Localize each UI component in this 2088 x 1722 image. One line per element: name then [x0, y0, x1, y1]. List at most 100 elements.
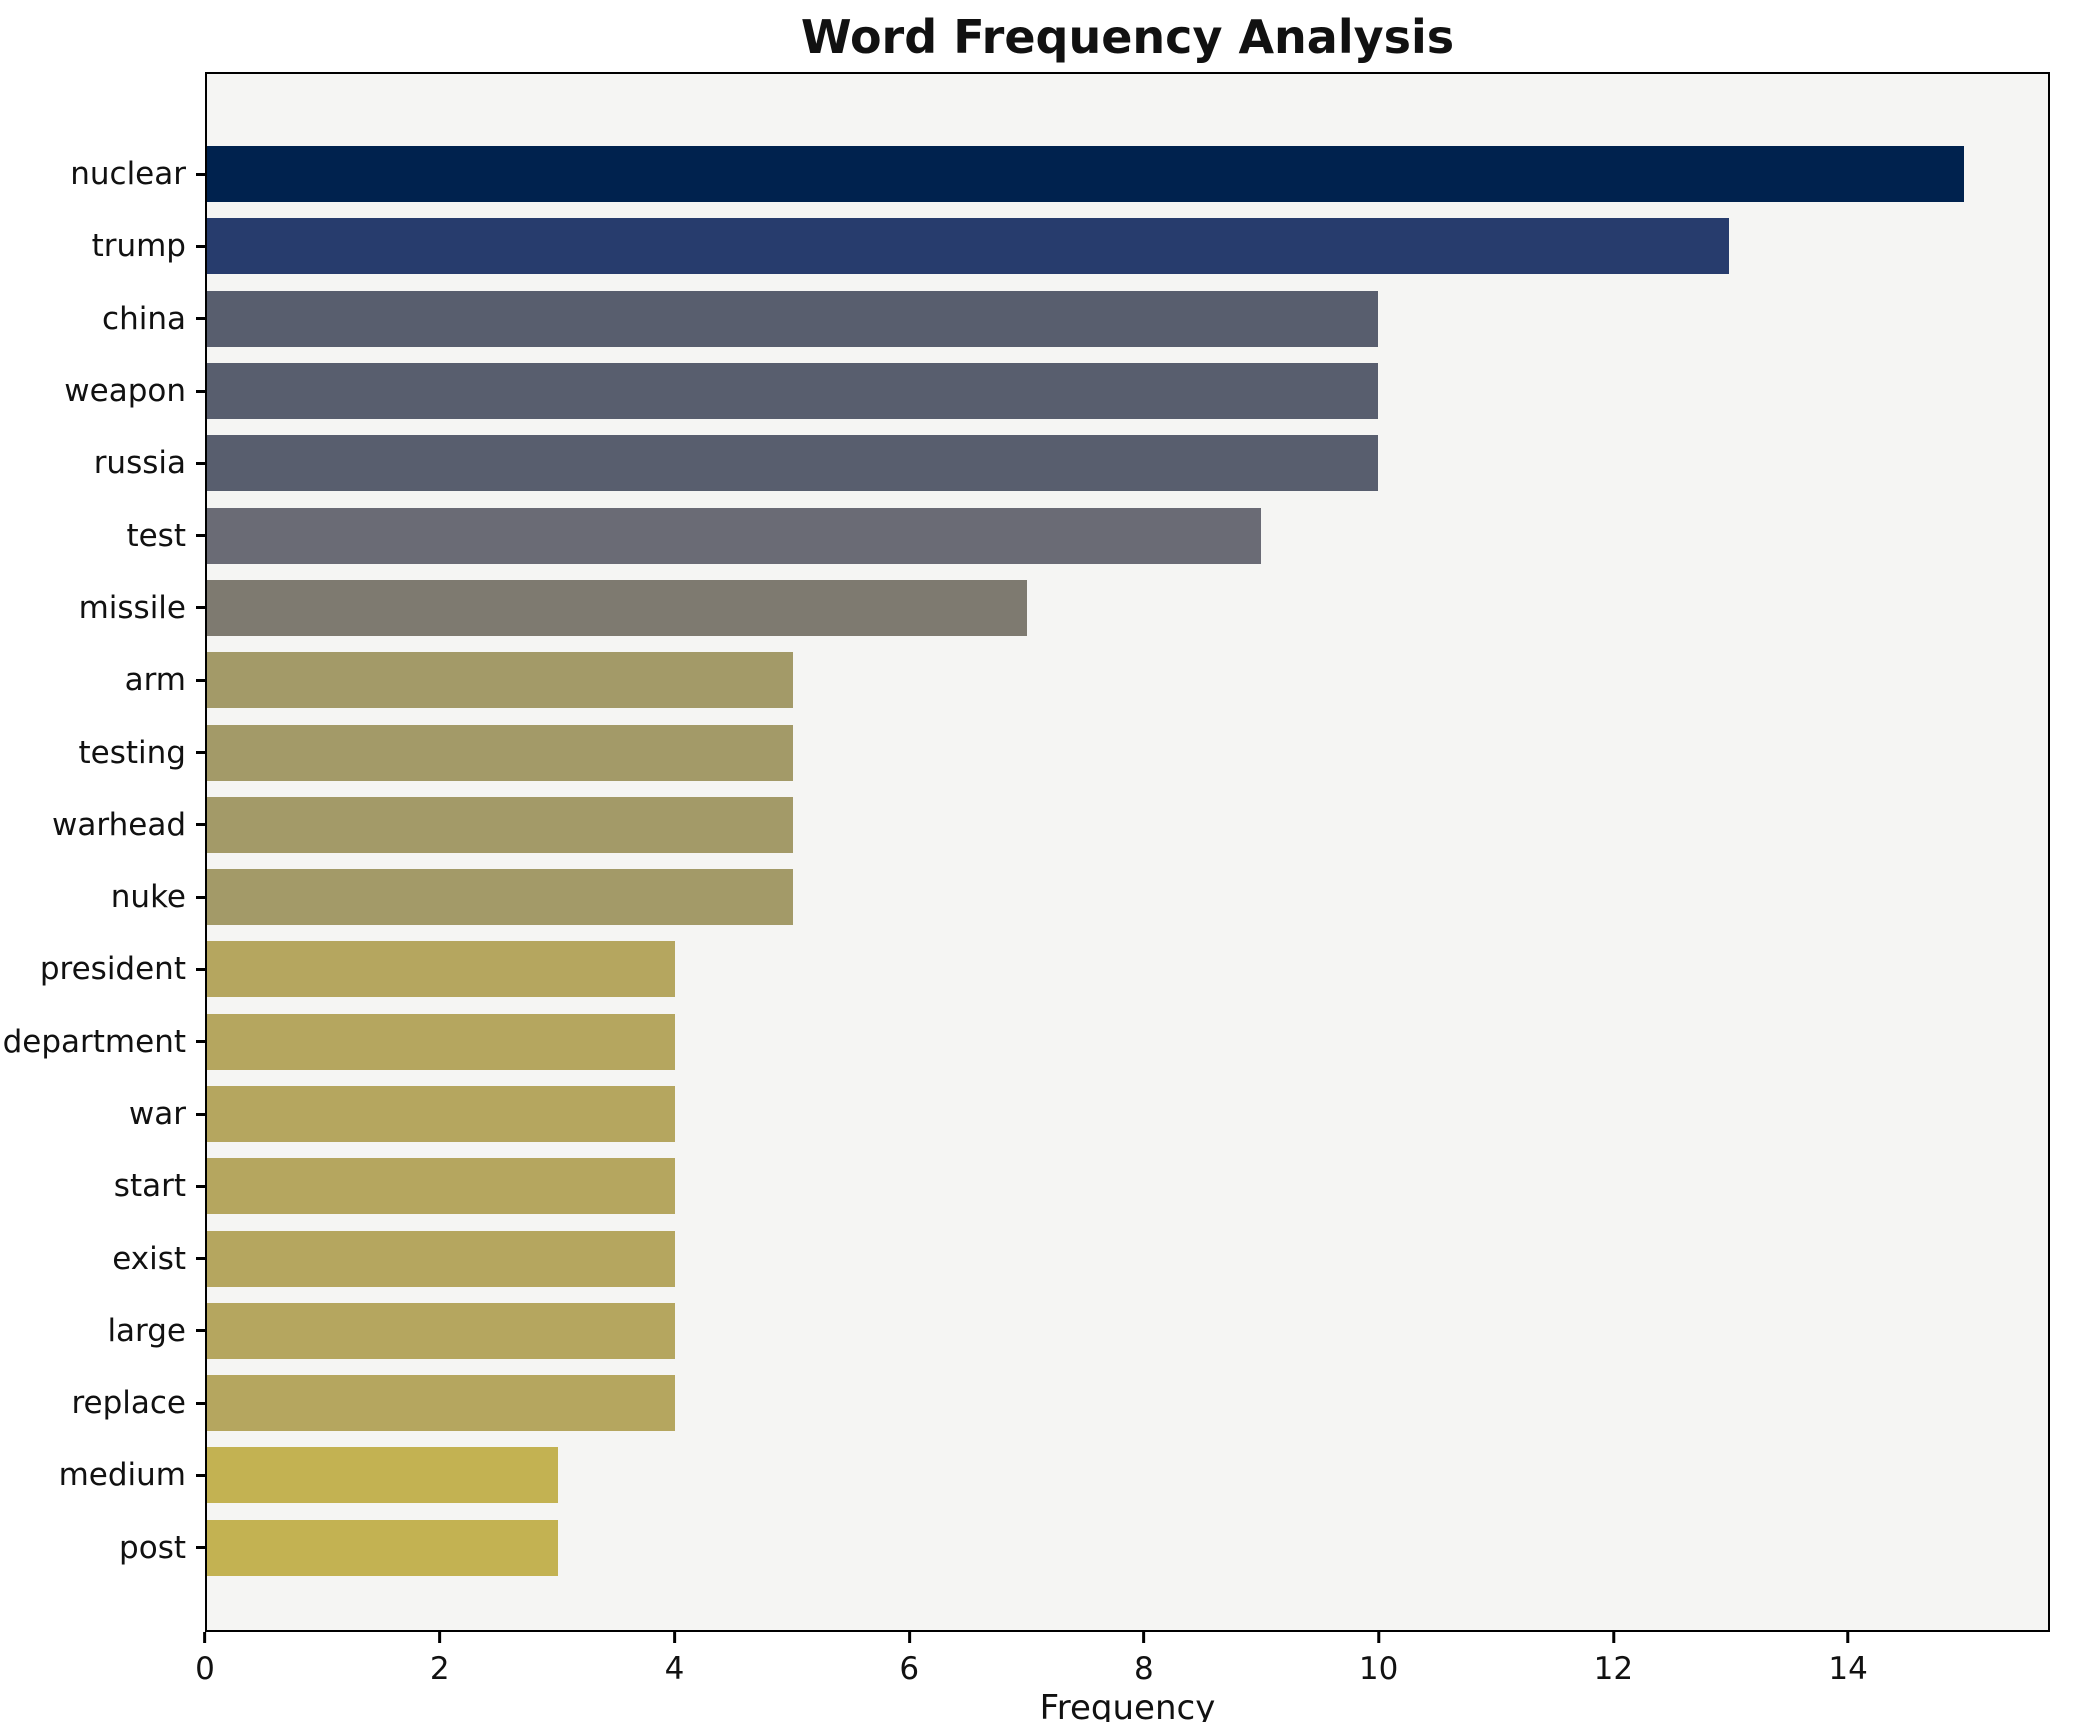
- y-tick: post: [119, 1530, 207, 1566]
- y-tick-label: russia: [93, 445, 186, 482]
- y-tick-mark: [196, 244, 207, 248]
- x-tick: 12: [1594, 1632, 1633, 1687]
- y-tick-mark: [196, 1329, 207, 1333]
- bar-large: [207, 1302, 676, 1359]
- bar-row: president: [40, 933, 2048, 1005]
- y-tick: medium: [59, 1457, 207, 1493]
- x-tick-label: 0: [195, 1651, 215, 1687]
- x-tick: 10: [1359, 1632, 1398, 1687]
- bar-row: test: [126, 499, 2048, 571]
- bar-post: [207, 1519, 559, 1576]
- x-axis-ticks: 0 2 4 6 8 10 12 14: [195, 1632, 2050, 1702]
- bar-row: china: [102, 283, 2048, 355]
- bar-weapon: [207, 363, 1379, 420]
- x-axis-label: Frequency: [1039, 1688, 1216, 1722]
- bar-row: warhead: [52, 789, 2048, 861]
- x-tick-label: 2: [429, 1651, 450, 1687]
- y-tick-label: medium: [58, 1457, 186, 1494]
- bar-testing: [207, 724, 793, 781]
- bar-russia: [207, 435, 1379, 492]
- bar-row: department: [3, 1006, 2048, 1078]
- bar-row: replace: [71, 1367, 2048, 1439]
- x-tick: 14: [1828, 1632, 1868, 1687]
- bar-arm: [207, 652, 793, 709]
- x-tick: 4: [664, 1632, 685, 1687]
- y-tick-label: warhead: [52, 806, 186, 843]
- x-tick: 0: [195, 1632, 215, 1687]
- y-tick: exist: [112, 1241, 207, 1277]
- bar-row: weapon: [64, 355, 2048, 427]
- y-tick-label: test: [126, 517, 186, 554]
- y-tick-label: exist: [112, 1240, 186, 1277]
- y-tick-mark: [196, 1546, 207, 1550]
- x-tick-mark: [1611, 1632, 1615, 1643]
- x-tick-label: 12: [1593, 1651, 1634, 1687]
- bar-row: war: [129, 1078, 2048, 1150]
- y-tick: china: [102, 301, 207, 337]
- bar-president: [207, 941, 676, 998]
- y-tick-label: president: [39, 951, 186, 988]
- y-tick: president: [40, 951, 207, 987]
- y-tick-mark: [196, 1040, 207, 1044]
- y-tick-mark: [196, 172, 207, 176]
- y-tick-mark: [196, 606, 207, 610]
- y-tick-mark: [196, 1184, 207, 1188]
- bar-row: exist: [112, 1222, 2048, 1294]
- bar-row: arm: [125, 644, 2048, 716]
- y-tick-mark: [196, 823, 207, 827]
- bar-missile: [207, 579, 1027, 636]
- bar-nuke: [207, 869, 793, 926]
- x-tick: 2: [430, 1632, 450, 1687]
- y-tick-mark: [196, 751, 207, 755]
- x-tick-label: 4: [664, 1651, 685, 1687]
- x-tick-mark: [1142, 1632, 1146, 1643]
- bar-war: [207, 1086, 676, 1142]
- y-tick: start: [114, 1168, 207, 1204]
- y-tick: missile: [79, 590, 207, 626]
- y-tick-label: weapon: [64, 373, 186, 410]
- y-tick: nuclear: [70, 156, 207, 192]
- y-tick-mark: [196, 895, 207, 899]
- y-tick-label: war: [128, 1096, 186, 1132]
- y-tick-mark: [196, 461, 207, 465]
- x-tick-mark: [1377, 1632, 1381, 1643]
- bar-row: trump: [92, 210, 2048, 282]
- x-tick: 8: [1134, 1632, 1154, 1687]
- bar-department: [207, 1013, 676, 1070]
- bar-row: nuke: [111, 861, 2048, 933]
- y-tick: arm: [125, 662, 207, 698]
- bar-china: [207, 290, 1379, 347]
- y-tick-mark: [196, 967, 207, 971]
- y-tick-mark: [196, 1257, 207, 1261]
- y-tick-label: replace: [71, 1385, 186, 1422]
- x-tick-label: 14: [1828, 1651, 1868, 1687]
- y-tick: test: [126, 518, 207, 554]
- plot-area: nuclear trump china weapon russia test missile…: [3, 72, 2050, 1632]
- y-tick-mark: [196, 1112, 207, 1116]
- x-tick-mark: [672, 1632, 676, 1643]
- y-tick-mark: [196, 534, 207, 538]
- y-tick-label: china: [102, 300, 186, 337]
- y-tick-label: post: [119, 1529, 186, 1566]
- x-tick-mark: [438, 1632, 442, 1643]
- y-tick-label: nuclear: [70, 156, 186, 193]
- y-tick-label: arm: [124, 662, 186, 699]
- x-tick-mark: [203, 1632, 207, 1643]
- bar-warhead: [207, 796, 793, 853]
- y-tick-mark: [196, 1401, 207, 1405]
- bar-exist: [207, 1230, 676, 1287]
- bar-replace: [207, 1375, 676, 1432]
- y-tick-mark: [196, 1473, 207, 1477]
- y-tick-label: testing: [78, 734, 186, 771]
- y-tick: replace: [71, 1385, 207, 1421]
- chart-title: Word Frequency Analysis: [800, 10, 1455, 64]
- y-tick: warhead: [52, 807, 207, 843]
- x-tick-label: 6: [899, 1651, 920, 1687]
- bar-row: testing: [79, 716, 2048, 788]
- x-tick: 6: [899, 1632, 919, 1687]
- x-tick-label: 8: [1134, 1651, 1154, 1687]
- bar-row: large: [107, 1295, 2048, 1367]
- bar-row: missile: [79, 572, 2048, 644]
- y-tick: testing: [79, 735, 207, 771]
